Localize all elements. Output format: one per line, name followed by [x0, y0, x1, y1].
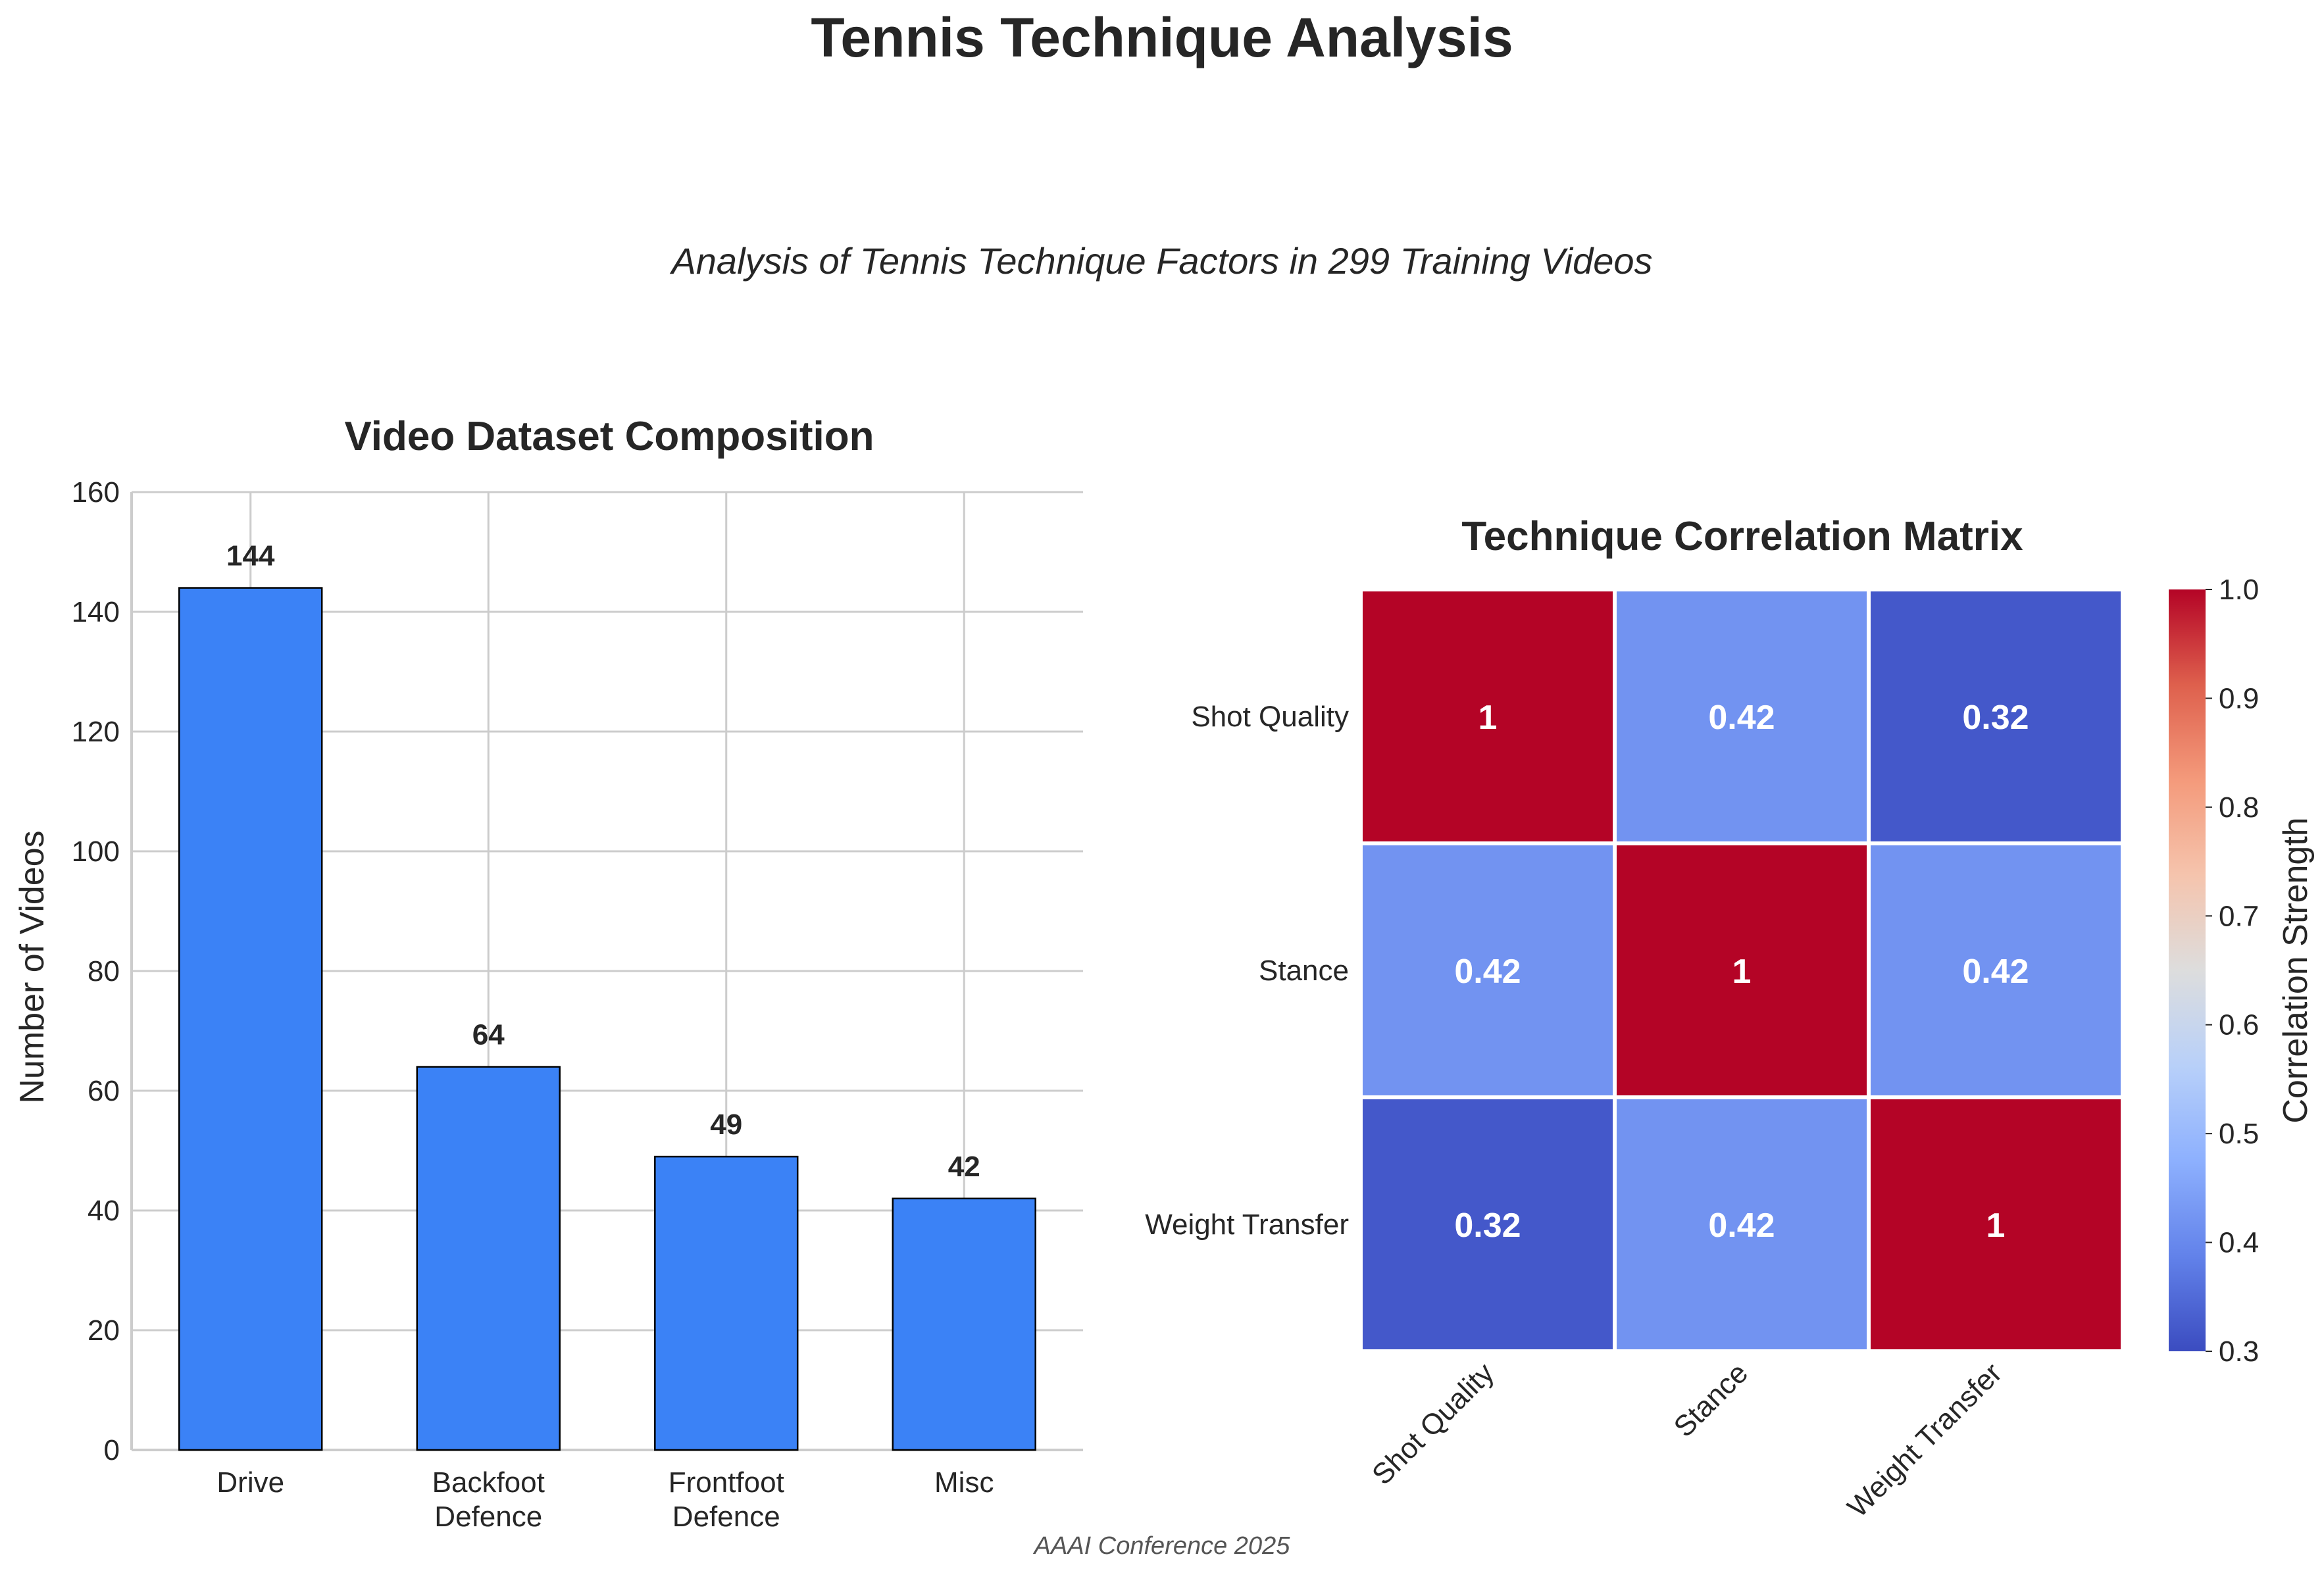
heatmap-column-label: Stance [1668, 1357, 1755, 1443]
bar-value-label: 42 [948, 1151, 980, 1183]
x-tick-label: Drive [216, 1466, 284, 1499]
heatmap-title: Technique Correlation Matrix [1461, 514, 2023, 559]
heatmap-cell-labels: 1 0.42 0.32 0.42 1 0.42 0.32 0.42 1 [1454, 699, 2029, 1245]
colorbar-ticks: 0.3 0.4 0.5 0.6 0.7 0.8 0.9 1.0 [2206, 574, 2259, 1368]
heatmap-cell [1867, 587, 2125, 845]
y-tick-label: 160 [72, 476, 120, 509]
heatmap-cell [1359, 841, 1617, 1099]
heatmap-cell-label: 0.42 [1454, 953, 1521, 991]
bar [416, 1066, 561, 1451]
heatmap-cell [1359, 587, 1617, 845]
heatmap-cell-label: 0.42 [1708, 1207, 1775, 1245]
colorbar: 0.3 0.4 0.5 0.6 0.7 0.8 0.9 1.0 Correlation Str… [2169, 574, 2315, 1368]
bar-y-ticks: 0 20 40 60 80 100 120 140 160 [72, 476, 120, 1466]
heatmap-cell-label: 0.32 [1454, 1207, 1521, 1245]
x-tick-label: Backfoot Defence [432, 1466, 545, 1533]
y-tick-label: 60 [88, 1075, 120, 1107]
heatmap-cell [1359, 1095, 1617, 1353]
bar-value-label: 49 [710, 1109, 742, 1141]
y-tick-label: 120 [72, 716, 120, 748]
bar-x-ticks: Drive Backfoot Defence Frontfoot Defence Misc [216, 1466, 994, 1533]
figure-title: Tennis Technique Analysis [811, 7, 1513, 68]
heatmap-column-labels: Shot Quality Stance Weight Transfer [1366, 1357, 2008, 1524]
y-tick-label: 100 [72, 835, 120, 868]
x-tick-label: Frontfoot Defence [669, 1466, 784, 1533]
heatmap-cell-label: 1 [1986, 1207, 2006, 1245]
colorbar-tick-label: 0.7 [2219, 900, 2259, 932]
colorbar-gradient [2169, 589, 2206, 1351]
heatmap-column-label: Shot Quality [1366, 1357, 1500, 1491]
colorbar-tick-label: 0.4 [2219, 1227, 2259, 1259]
bar-chart-title: Video Dataset Composition [345, 414, 874, 459]
heatmap-row-label: Shot Quality [1191, 701, 1349, 733]
heatmap-row-label: Weight Transfer [1145, 1209, 1349, 1241]
y-tick-label: 20 [88, 1314, 120, 1347]
heatmap-cell-label: 0.42 [1708, 699, 1775, 737]
bar [892, 1197, 1036, 1451]
bar-value-label: 64 [472, 1019, 505, 1051]
bar-value-label: 144 [226, 540, 275, 572]
footer-note: AAAI Conference 2025 [1033, 1532, 1291, 1560]
y-tick-label: 80 [88, 955, 120, 987]
bar-chart-ylabel: Number of Videos [13, 830, 51, 1103]
figure-subtitle: Analysis of Tennis Technique Factors in … [669, 240, 1652, 282]
bar-data-labels: 144 64 49 42 [226, 540, 980, 1183]
y-tick-label: 0 [104, 1434, 120, 1466]
heatmap-column-label: Weight Transfer [1841, 1357, 2008, 1524]
y-tick-label: 40 [88, 1195, 120, 1227]
colorbar-tick-label: 0.5 [2219, 1118, 2259, 1150]
bar [178, 587, 323, 1451]
bar [654, 1155, 799, 1451]
heatmap-row-labels: Shot Quality Stance Weight Transfer [1145, 701, 1349, 1241]
colorbar-tick-label: 0.3 [2219, 1335, 2259, 1368]
heatmap-cell-label: 0.42 [1962, 953, 2029, 991]
colorbar-label: Correlation Strength [2277, 817, 2315, 1123]
heatmap-cell [1613, 1095, 1871, 1353]
heatmap-cell-label: 0.32 [1962, 699, 2029, 737]
colorbar-tick-label: 1.0 [2219, 574, 2259, 606]
colorbar-tick-label: 0.9 [2219, 682, 2259, 714]
bar-chart: Video Dataset Composition Number of Vide… [13, 414, 1083, 1533]
x-tick-label: Misc [934, 1466, 994, 1499]
y-tick-label: 140 [72, 596, 120, 628]
bar-series [178, 587, 1036, 1451]
heatmap: Technique Correlation Matrix 1 0.42 0.32 0.… [1145, 514, 2315, 1524]
heatmap-row-label: Stance [1259, 955, 1349, 987]
heatmap-cell [1867, 1095, 2125, 1353]
heatmap-cells [1359, 587, 2125, 1353]
heatmap-cell-label: 1 [1732, 953, 1752, 991]
colorbar-tick-label: 0.6 [2219, 1009, 2259, 1041]
heatmap-cell-label: 1 [1478, 699, 1498, 737]
colorbar-tick-label: 0.8 [2219, 791, 2259, 824]
